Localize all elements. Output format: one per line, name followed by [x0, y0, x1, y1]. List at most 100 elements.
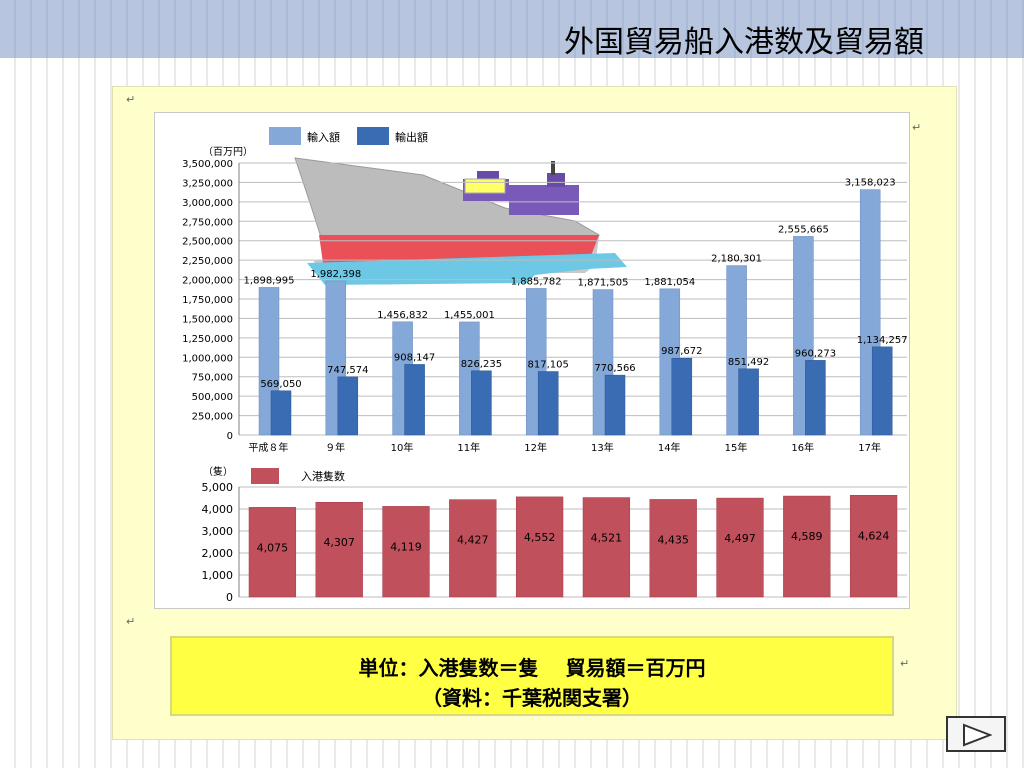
- y-tick-label: 2,750,000: [182, 217, 233, 228]
- ship-count-bar: [649, 499, 697, 598]
- import-value-label: 2,180,301: [711, 254, 762, 265]
- export-bar: [738, 368, 759, 436]
- ship-count-bar: [315, 501, 363, 598]
- export-value-label: 569,050: [260, 379, 301, 390]
- export-value-label: 817,105: [528, 359, 569, 370]
- y-tick-label: 1,000: [202, 569, 234, 582]
- export-bar: [404, 364, 425, 436]
- ship-count-label: 4,075: [257, 541, 289, 554]
- y-tick-label: 0: [226, 591, 233, 604]
- export-bar: [805, 360, 826, 436]
- y-tick-label: 2,500,000: [182, 237, 233, 248]
- unit-source-note: 単位：入港隻数＝隻 貿易額＝百万円 （資料：千葉税関支署）: [170, 636, 894, 716]
- chart-canvas: 輸入額 輸出額 （百万円） 入港隻数 （隻） 0 250,000 500,000 75…: [182, 127, 908, 604]
- y-tick-label: 3,500,000: [182, 159, 233, 170]
- return-mark-icon: ↵: [912, 121, 922, 134]
- ship-count-bar: [382, 506, 430, 598]
- legend-label-export: 輸出額: [395, 130, 428, 144]
- bottom-axis-unit: （隻）: [203, 465, 233, 478]
- x-tick-label: 17年: [858, 441, 881, 454]
- x-tick-label: 平成８年: [248, 441, 288, 454]
- next-slide-button[interactable]: [946, 716, 1006, 752]
- y-tick-label: 500,000: [192, 392, 233, 403]
- return-mark-icon: ↵: [126, 93, 136, 106]
- play-triangle-icon: [963, 723, 992, 747]
- x-tick-label: 16年: [791, 441, 814, 454]
- export-bar: [337, 376, 359, 436]
- x-tick-label: ９年: [325, 441, 345, 454]
- ship-count-bar: [248, 507, 297, 598]
- ship-count-label: 4,427: [457, 534, 489, 547]
- import-value-label: 1,455,001: [444, 310, 495, 321]
- import-value-label: 1,898,995: [244, 275, 295, 286]
- ship-count-label: 4,435: [657, 533, 689, 546]
- export-value-label: 851,492: [728, 357, 769, 368]
- x-tick-label: 14年: [658, 441, 681, 454]
- y-tick-label: 2,250,000: [182, 256, 233, 267]
- export-value-label: 987,672: [661, 346, 702, 357]
- source-note: （資料：千葉税関支署）: [422, 686, 642, 710]
- export-value-label: 770,566: [594, 363, 635, 374]
- export-value-label: 908,147: [394, 352, 435, 363]
- ship-count-label: 4,119: [390, 540, 422, 553]
- legend-swatch-import: [269, 127, 301, 145]
- y-tick-label: 1,000,000: [182, 353, 233, 364]
- ship-count-bar: [716, 497, 764, 598]
- export-bar: [604, 374, 626, 436]
- import-value-label: 1,982,398: [310, 269, 361, 280]
- legend-swatch-ships: [251, 468, 279, 484]
- export-bar: [471, 370, 492, 436]
- x-tick-label: 11年: [457, 441, 480, 454]
- import-value-label: 3,158,023: [845, 178, 896, 189]
- y-tick-label: 750,000: [192, 373, 233, 384]
- y-tick-label: 1,500,000: [182, 314, 233, 325]
- export-bar: [671, 357, 693, 436]
- return-mark-icon: ↵: [900, 657, 910, 670]
- y-tick-label: 0: [227, 431, 233, 442]
- slide-header-band: [0, 0, 1024, 58]
- unit-note: 単位：入港隻数＝隻 貿易額＝百万円: [358, 656, 706, 680]
- y-tick-label: 3,250,000: [182, 178, 233, 189]
- ship-count-label: 4,497: [724, 532, 756, 545]
- legend-swatch-export: [357, 127, 389, 145]
- y-tick-label: 4,000: [202, 503, 234, 516]
- export-value-label: 826,235: [461, 359, 502, 370]
- ship-count-bar: [783, 495, 831, 598]
- return-mark-icon: ↵: [126, 615, 136, 628]
- y-tick-label: 5,000: [202, 481, 234, 494]
- y-tick-label: 1,250,000: [182, 334, 233, 345]
- x-tick-label: 12年: [524, 441, 547, 454]
- x-tick-label: 15年: [725, 441, 748, 454]
- ship-count-label: 4,307: [323, 536, 355, 549]
- ship-count-label: 4,521: [591, 532, 623, 545]
- y-tick-label: 2,000: [202, 547, 234, 560]
- ship-count-label: 4,589: [791, 530, 823, 543]
- legend-label-import: 輸入額: [307, 130, 340, 144]
- x-tick-label: 10年: [391, 441, 414, 454]
- ship-illustration-icon: [294, 157, 627, 285]
- y-tick-label: 1,750,000: [182, 295, 233, 306]
- ship-count-bar: [849, 495, 898, 598]
- export-value-label: 1,134,257: [857, 335, 908, 346]
- export-bar: [871, 346, 893, 436]
- import-value-label: 1,871,505: [578, 278, 629, 289]
- ship-count-bar: [449, 499, 497, 598]
- export-value-label: 960,273: [795, 348, 836, 359]
- import-value-label: 1,885,782: [511, 276, 562, 287]
- ship-count-label: 4,624: [858, 529, 890, 542]
- export-value-label: 747,574: [327, 365, 368, 376]
- slide-title: 外国貿易船入港数及貿易額: [564, 25, 924, 60]
- y-tick-label: 3,000: [202, 525, 234, 538]
- export-bar: [270, 390, 292, 436]
- export-bar: [537, 371, 559, 436]
- ship-count-bar: [582, 497, 631, 598]
- import-value-label: 2,555,665: [778, 224, 829, 235]
- ship-count-label: 4,552: [524, 531, 556, 544]
- import-value-label: 1,881,054: [644, 277, 695, 288]
- y-tick-label: 250,000: [192, 412, 233, 423]
- y-tick-label: 2,000,000: [182, 276, 233, 287]
- ship-count-bar: [515, 496, 564, 598]
- trade-chart: 輸入額 輸出額 （百万円） 入港隻数 （隻） 0 250,000 500,000 75…: [154, 112, 910, 609]
- top-axis-unit: （百万円）: [203, 146, 253, 158]
- import-value-label: 1,456,832: [377, 310, 428, 321]
